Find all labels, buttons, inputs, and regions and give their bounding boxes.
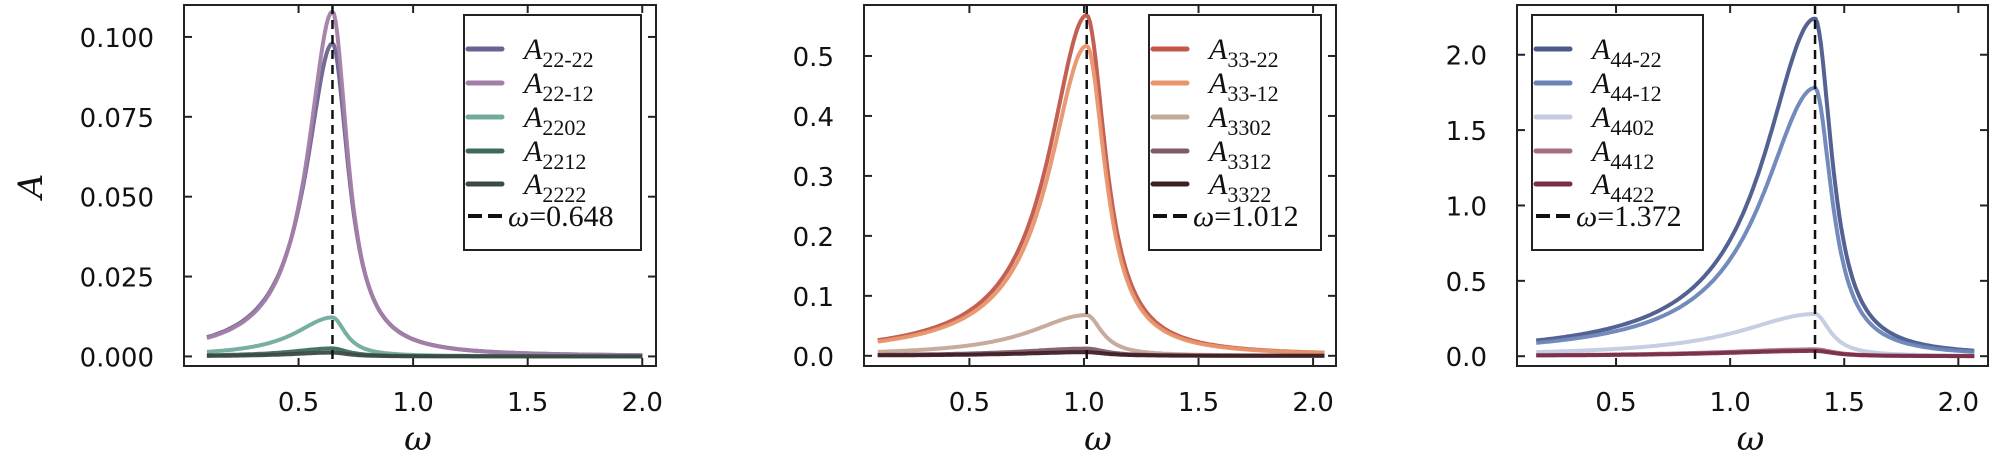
panel-1: 0.5 1.0 1.5 2.0 ω 0.000 0.025 0.050 0.075 0.100 A2… bbox=[80, 4, 663, 459]
y-tick-label: 0.0 bbox=[1446, 343, 1487, 373]
axes-frame bbox=[1516, 4, 1989, 367]
y-tick-label: 0.050 bbox=[80, 184, 154, 214]
y-axis: 0.0 0.1 0.2 0.3 0.4 0.5 bbox=[793, 43, 1336, 373]
y-tick-label: 2.0 bbox=[1446, 42, 1487, 72]
legend-item-a44-22: A44-22 bbox=[1533, 33, 1662, 72]
y-tick-label: 0.1 bbox=[793, 283, 834, 313]
y-axis: 0.000 0.025 0.050 0.075 0.100 bbox=[80, 24, 656, 373]
x-tick-label: 0.5 bbox=[1595, 388, 1636, 418]
x-axis: 0.5 1.0 1.5 2.0 ω bbox=[278, 5, 663, 459]
axes-frame bbox=[863, 4, 1337, 367]
x-axis-label: ω bbox=[1737, 419, 1765, 459]
x-axis-label: ω bbox=[1084, 419, 1112, 459]
x-tick-label: 2.0 bbox=[622, 388, 663, 418]
legend-label: ω=0.648 bbox=[508, 200, 614, 233]
y-tick-label: 0.000 bbox=[80, 343, 154, 373]
y-tick-label: 0.100 bbox=[80, 24, 154, 54]
legend-label: A3312 bbox=[1207, 135, 1271, 174]
x-axis: 0.5 1.0 1.5 2.0 ω bbox=[949, 5, 1334, 459]
y-tick-label: 0.075 bbox=[80, 104, 154, 134]
x-tick-label: 1.0 bbox=[392, 388, 433, 418]
x-tick-label: 0.5 bbox=[278, 388, 319, 418]
legend-box bbox=[1531, 14, 1704, 251]
legend-label: ω=1.012 bbox=[1193, 200, 1299, 233]
series-line-a44-12 bbox=[1536, 86, 1975, 354]
panel-3: 0.5 1.0 1.5 2.0 ω 0.0 0.5 1.0 1.5 2.0 A44-22A44-12… bbox=[1446, 4, 1989, 459]
legend-box bbox=[463, 14, 642, 251]
x-axis: 0.5 1.0 1.5 2.0 ω bbox=[1595, 5, 1979, 459]
x-tick-label: 1.5 bbox=[1824, 388, 1865, 418]
y-tick-label: 0.4 bbox=[793, 103, 834, 133]
series-line-a2222 bbox=[206, 350, 643, 359]
y-tick-label: 1.0 bbox=[1446, 192, 1487, 222]
curves bbox=[877, 13, 1325, 358]
x-tick-label: 0.5 bbox=[949, 388, 990, 418]
y-tick-label: 1.5 bbox=[1446, 117, 1487, 147]
y-tick-label: 0.0 bbox=[793, 343, 834, 373]
x-tick-label: 1.5 bbox=[1178, 388, 1219, 418]
legend-box bbox=[1148, 14, 1322, 251]
axes-frame bbox=[183, 4, 657, 367]
series-line-a33-12 bbox=[877, 43, 1325, 355]
y-axis: 0.0 0.5 1.0 1.5 2.0 bbox=[1446, 42, 1988, 373]
series-line-a2202 bbox=[206, 315, 643, 359]
legend-item-a3312: A3312 bbox=[1150, 135, 1271, 174]
x-tick-label: 1.0 bbox=[1063, 388, 1104, 418]
series-line-a4422 bbox=[1536, 348, 1975, 359]
y-tick-label: 0.5 bbox=[1446, 268, 1487, 298]
x-tick-label: 1.5 bbox=[507, 388, 548, 418]
y-axis-label: A bbox=[11, 174, 51, 202]
x-axis-label: ω bbox=[404, 419, 432, 459]
series-line-a44-22 bbox=[1535, 16, 1975, 353]
panel-2: 0.5 1.0 1.5 2.0 ω 0.0 0.1 0.2 0.3 0.4 0.5 A33-22A33… bbox=[793, 4, 1337, 459]
legend-item-vline: ω=1.012 bbox=[1153, 200, 1299, 233]
curves bbox=[206, 9, 643, 359]
legend-label: ω=1.372 bbox=[1576, 200, 1682, 233]
legend-item-vline: ω=0.648 bbox=[468, 200, 614, 233]
x-tick-label: 2.0 bbox=[1292, 388, 1333, 418]
series-line-a3322 bbox=[877, 350, 1325, 358]
y-tick-label: 0.2 bbox=[793, 223, 834, 253]
y-tick-label: 0.5 bbox=[793, 43, 834, 73]
y-tick-label: 0.3 bbox=[793, 163, 834, 193]
legend-item-vline: ω=1.372 bbox=[1536, 200, 1682, 233]
curves bbox=[1535, 16, 1975, 359]
x-tick-label: 2.0 bbox=[1938, 388, 1979, 418]
y-tick-label: 0.025 bbox=[80, 264, 154, 294]
x-tick-label: 1.0 bbox=[1709, 388, 1750, 418]
